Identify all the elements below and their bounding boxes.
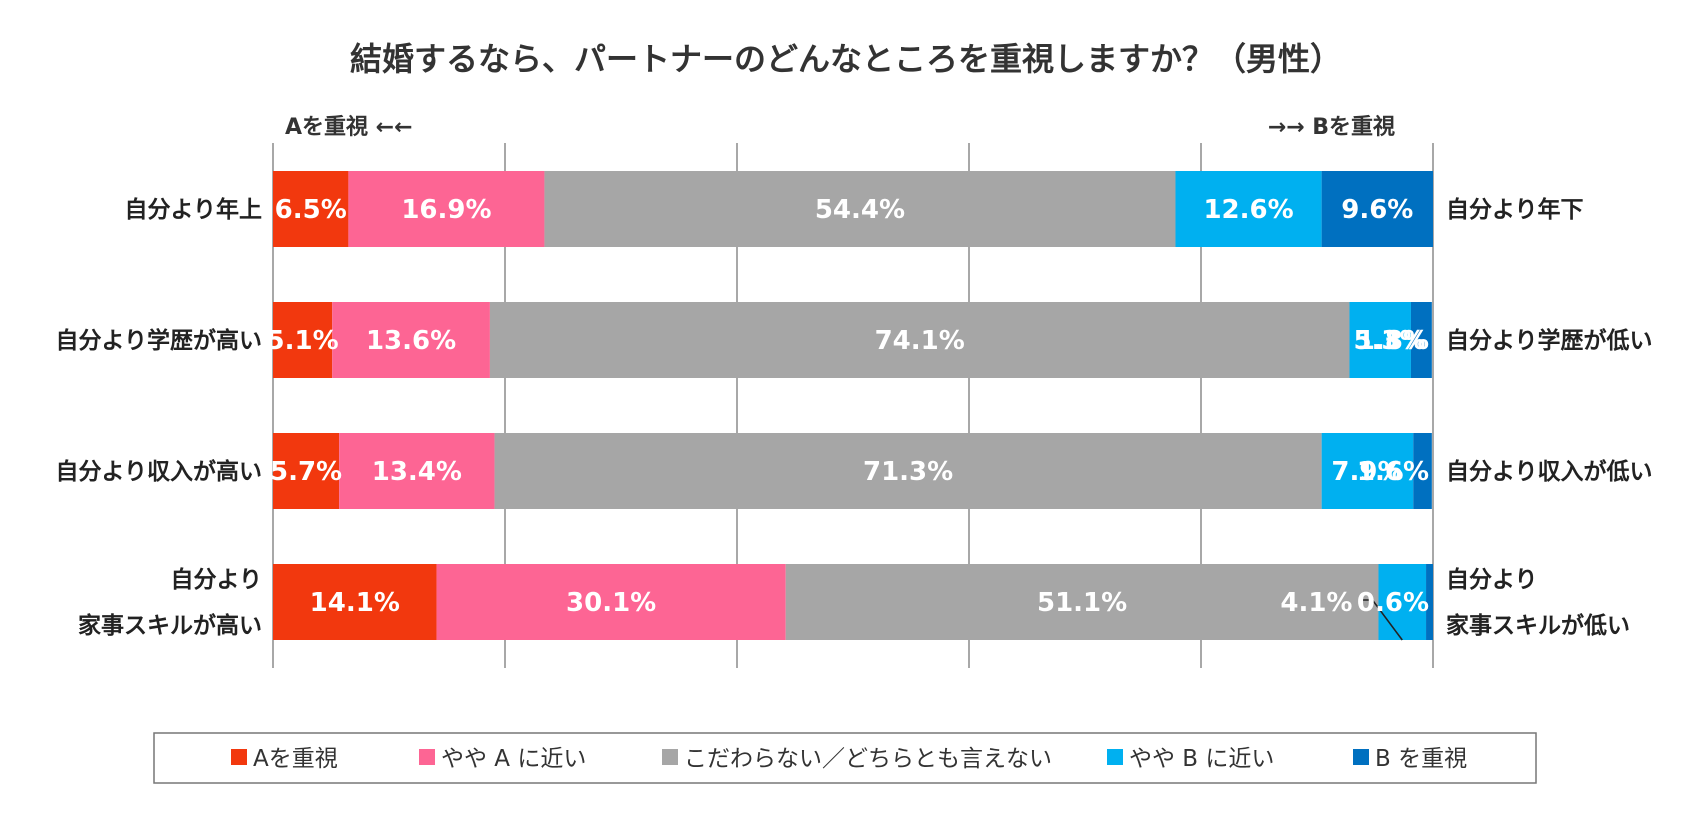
data-label: 9.6% (1341, 195, 1413, 225)
bar-segment (1175, 171, 1322, 247)
bar-segment (785, 564, 1379, 640)
data-label: 13.4% (372, 457, 462, 487)
data-label: 4.1% (1280, 588, 1352, 618)
bar-segment (332, 302, 490, 378)
bar-segment (1410, 302, 1432, 378)
bar-segment (1349, 302, 1411, 378)
legend-entry: Aを重視 (253, 746, 338, 772)
left-direction-label: Aを重視 ←← (285, 115, 413, 140)
category-label-right: 自分より (1446, 566, 1538, 593)
category-label-left: 自分より (170, 566, 262, 593)
bar-segment (273, 564, 437, 640)
data-label: 14.1% (310, 588, 400, 618)
bar-segment (1413, 433, 1432, 509)
legend-entry: やや A に近い (441, 746, 586, 772)
legend-entry: やや B に近い (1129, 746, 1274, 772)
chart-title: 結婚するなら、パートナーのどんなところを重視しますか？（男性） (350, 40, 1342, 78)
bar-segment (1321, 433, 1414, 509)
bar-segment (348, 171, 545, 247)
data-label: 71.3% (863, 457, 953, 487)
data-label: 12.6% (1203, 195, 1293, 225)
data-label: 54.4% (815, 195, 905, 225)
bar-segment (273, 433, 340, 509)
category-label-left: 家事スキルが高い (78, 612, 262, 639)
data-label: 30.1% (566, 588, 656, 618)
legend-swatch (1353, 749, 1369, 765)
data-label: 5.7% (270, 457, 342, 487)
data-label: 0.6% (1357, 588, 1429, 618)
right-direction-label: →→ Bを重視 (1268, 115, 1395, 140)
data-label: 13.6% (366, 326, 456, 356)
legend-swatch (1107, 749, 1123, 765)
legend-box (153, 732, 1537, 784)
bar-segment (273, 302, 333, 378)
category-label-right: 家事スキルが低い (1446, 612, 1630, 639)
category-label-right: 自分より学歴が低い (1446, 327, 1653, 354)
data-label: 16.9% (401, 195, 491, 225)
legend-swatch (419, 749, 435, 765)
category-label-left: 自分より収入が高い (55, 458, 262, 485)
bar-segment (1426, 564, 1433, 640)
category-label-left: 自分より年上 (124, 196, 262, 223)
legend-swatch (231, 749, 247, 765)
data-label: 6.5% (275, 195, 347, 225)
legend-swatch (662, 749, 678, 765)
bar-segment (339, 433, 495, 509)
data-label: 7.9% (1331, 457, 1403, 487)
data-label: 74.1% (875, 326, 965, 356)
category-label-left: 自分より学歴が高い (55, 327, 262, 354)
bar-segment (494, 433, 1322, 509)
data-label: 1.8% (1357, 326, 1429, 356)
data-label: 51.1% (1037, 588, 1127, 618)
category-label-right: 自分より年下 (1446, 196, 1584, 223)
data-label: 1.6% (1357, 457, 1429, 487)
bar-segment (489, 302, 1350, 378)
data-label: 5.1% (267, 326, 339, 356)
data-label: 5.3% (1353, 326, 1425, 356)
bar-segment (1378, 564, 1427, 640)
bar-segment (273, 171, 349, 247)
category-label-right: 自分より収入が低い (1446, 458, 1653, 485)
bar-segment (1321, 171, 1433, 247)
bar-segment (544, 171, 1176, 247)
bar-segment (436, 564, 786, 640)
leader-line (1360, 599, 1403, 641)
legend-entry: こだわらない／どちらとも言えない (684, 746, 1052, 772)
legend-entry: B を重視 (1375, 746, 1467, 772)
